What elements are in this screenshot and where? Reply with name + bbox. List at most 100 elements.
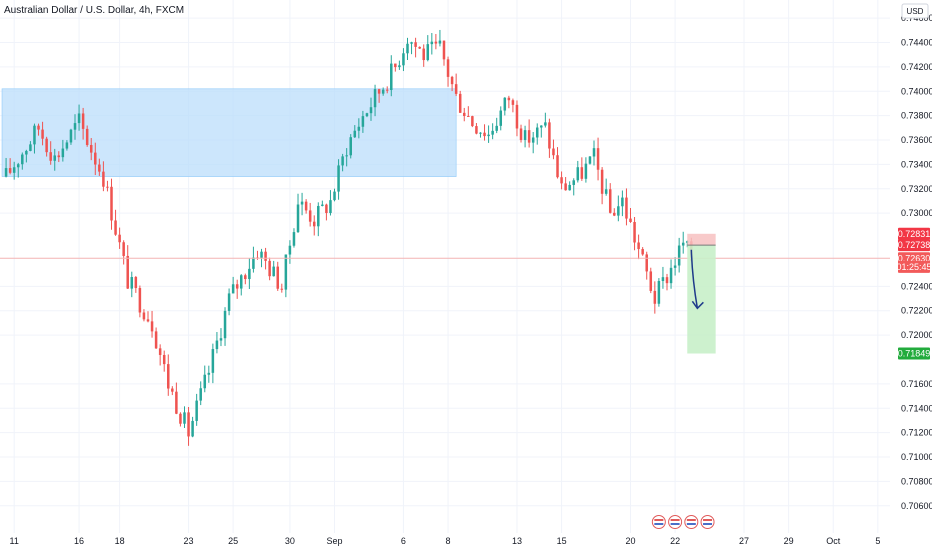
arrow-shaft (690, 249, 699, 309)
candle-layer (4, 29, 693, 446)
candle-body (531, 137, 535, 143)
candle-body (288, 245, 292, 255)
candle-body (195, 400, 198, 421)
candle-body (422, 48, 425, 61)
candle-body (12, 167, 16, 173)
candle-body (430, 41, 434, 45)
event-icons[interactable] (651, 515, 715, 529)
x-tick-label: 22 (670, 536, 680, 546)
candle-body (154, 331, 158, 349)
candle-body (560, 177, 563, 184)
candle-body (146, 319, 150, 322)
y-tick-label: 0.74400 (901, 37, 932, 47)
candle-body (653, 290, 657, 304)
candle-body (171, 388, 174, 392)
price-badge (898, 260, 930, 273)
candle-body (69, 129, 73, 143)
candle-body (357, 126, 361, 131)
x-tick-label: 20 (625, 536, 635, 546)
candle-body (183, 412, 186, 424)
candle-body (402, 53, 405, 66)
candle-body (576, 167, 580, 181)
candle-body (118, 234, 121, 243)
arrow-head (691, 300, 704, 310)
candle-body (568, 184, 571, 191)
x-tick-label: 6 (401, 536, 406, 546)
candle-body (187, 412, 190, 437)
candle-body (345, 155, 348, 157)
candle-body (33, 125, 36, 145)
price-badge-label: 0.72630 (898, 253, 931, 263)
candle-body (572, 180, 575, 185)
price-badge (898, 347, 930, 360)
candle-body (669, 267, 673, 284)
event-flag-stripe (703, 519, 713, 521)
candle-body (552, 148, 555, 156)
candle-body (215, 340, 219, 350)
candle-body (665, 277, 669, 284)
event-flag-stripe (670, 523, 680, 525)
candle-body (231, 284, 235, 294)
candle-body (499, 110, 503, 126)
candle-body (450, 76, 454, 85)
y-tick-label: 0.71600 (901, 379, 932, 389)
candle-body (191, 420, 194, 437)
candle-body (629, 218, 632, 222)
candle-body (681, 242, 685, 246)
event-flag-icon (651, 515, 666, 529)
candle-body (268, 260, 271, 277)
candle-body (580, 167, 584, 179)
candle-body (296, 204, 300, 233)
candle-body (21, 154, 24, 165)
candle-body (398, 65, 401, 68)
candle-body (304, 201, 308, 211)
candle-body (544, 122, 547, 126)
candle-body (85, 128, 89, 145)
candle-body (239, 275, 243, 289)
y-tick-label: 0.72000 (901, 330, 932, 340)
candle-body (369, 107, 373, 114)
candle-body (122, 242, 125, 256)
candle-body (637, 242, 640, 250)
candle-body (548, 122, 551, 149)
event-flag-stripe (703, 523, 713, 525)
price-badge-label: 0.72738 (898, 240, 931, 250)
candle-body (621, 197, 624, 207)
candle-body (4, 168, 8, 177)
candle-body (102, 171, 105, 187)
x-tick-label: 11 (10, 536, 19, 546)
candle-body (604, 189, 608, 194)
candle-body (373, 89, 377, 108)
event-flag-stripe (686, 523, 696, 525)
x-tick-label: 23 (184, 536, 194, 546)
candle-body (410, 42, 413, 44)
candle-body (337, 165, 340, 192)
price-badge-label: 0.72831 (898, 229, 931, 239)
x-tick-label: Oct (826, 536, 841, 546)
y-tick-label: 0.71000 (901, 452, 932, 462)
candle-body (130, 277, 134, 289)
candle-body (625, 197, 628, 219)
zone-layer (1, 88, 457, 177)
y-tick-label: 0.71200 (901, 428, 932, 438)
candle-body (29, 144, 32, 151)
candle-body (114, 220, 117, 235)
currency-badge[interactable] (901, 3, 929, 19)
candle-body (49, 152, 52, 161)
candle-body (252, 257, 255, 269)
stop-zone (687, 233, 716, 246)
currency-label: USD (907, 7, 924, 16)
candle-body (463, 112, 466, 116)
candle-body (608, 189, 612, 213)
y-tick-label: 0.70600 (901, 501, 932, 511)
candle-body (511, 100, 515, 105)
candle-body (390, 63, 393, 91)
candle-body (16, 164, 20, 168)
candle-body (211, 349, 215, 373)
candle-body (235, 284, 239, 289)
candle-body (317, 205, 320, 227)
candle-body (110, 186, 113, 221)
supply-zone (1, 88, 457, 177)
